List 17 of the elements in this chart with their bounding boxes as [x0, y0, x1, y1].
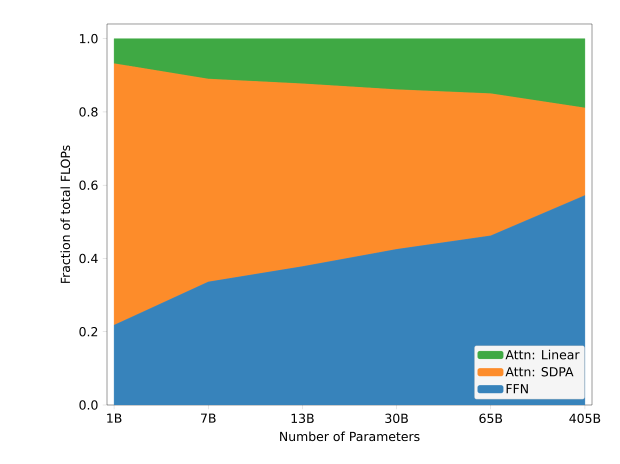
- y-axis-title: Fraction of total FLOPs: [60, 145, 70, 283]
- x-axis-title: Number of Parameters: [280, 432, 420, 442]
- y-tick-label: 0.6: [79, 180, 98, 190]
- x-tick-label: 30B: [385, 414, 408, 424]
- legend-label: FFN: [506, 384, 528, 394]
- legend-label: Attn: SDPA: [506, 367, 574, 376]
- x-tick-label: 1B: [107, 414, 122, 423]
- y-tick-label: 0.4: [79, 254, 98, 264]
- x-tick-label: 7B: [201, 414, 216, 423]
- x-tick-label: 65B: [479, 414, 502, 424]
- x-tick-label: 13B: [292, 414, 314, 424]
- legend-label: Attn: Linear: [506, 350, 580, 360]
- x-tick-label: 405B: [569, 414, 600, 424]
- y-tick-label: 0.2: [79, 327, 98, 336]
- y-tick-label: 0.0: [79, 400, 98, 410]
- y-tick-label: 0.8: [79, 107, 98, 117]
- y-tick-label: 1.0: [80, 34, 98, 44]
